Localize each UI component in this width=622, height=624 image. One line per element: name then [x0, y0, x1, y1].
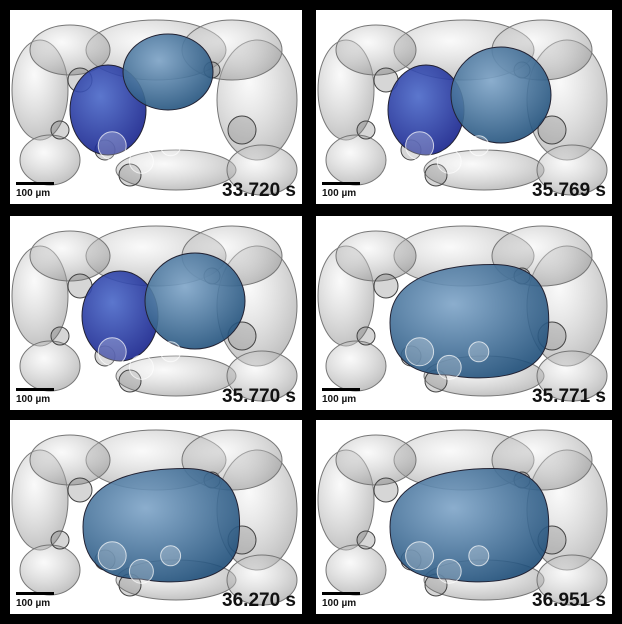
timestamp: 36.270 s	[222, 590, 296, 611]
grain	[536, 144, 608, 196]
panel: 100 µm 35.769 s	[316, 10, 612, 204]
bubble	[97, 337, 127, 367]
droplet	[450, 46, 552, 144]
bubble	[160, 341, 182, 363]
grain	[325, 340, 387, 392]
grain	[226, 554, 298, 606]
scale-label: 100 µm	[322, 188, 356, 199]
grain	[335, 230, 417, 282]
bubble	[97, 541, 127, 571]
bubble	[424, 163, 448, 187]
bubble	[356, 120, 376, 140]
bubble	[67, 477, 93, 503]
grain	[335, 434, 417, 486]
scale-label: 100 µm	[16, 188, 50, 199]
scale-label: 100 µm	[322, 394, 356, 405]
bubble	[50, 120, 70, 140]
bubble	[128, 558, 154, 584]
grain	[29, 434, 111, 486]
bubble	[405, 131, 435, 161]
grain	[226, 350, 298, 402]
grain	[335, 24, 417, 76]
scale-bar	[322, 182, 360, 185]
panel: 100 µm 36.270 s	[10, 420, 302, 614]
bubble	[436, 148, 462, 174]
grain	[19, 134, 81, 186]
bubble	[356, 530, 376, 550]
bubble	[405, 541, 435, 571]
scale-label: 100 µm	[16, 598, 50, 609]
bubble	[227, 115, 257, 145]
bubble	[405, 337, 435, 367]
panel: 100 µm 36.951 s	[316, 420, 612, 614]
grain	[226, 144, 298, 196]
droplet	[82, 467, 241, 583]
scale-bar	[16, 182, 54, 185]
bubble	[97, 131, 127, 161]
panel: 100 µm 33.720 s	[10, 10, 302, 204]
grain	[325, 134, 387, 186]
bubble	[160, 135, 182, 157]
scale-bar	[322, 592, 360, 595]
bubble	[468, 135, 490, 157]
grain	[29, 230, 111, 282]
grain	[536, 350, 608, 402]
timestamp: 33.720 s	[222, 180, 296, 201]
bubble	[128, 354, 154, 380]
grain	[19, 340, 81, 392]
grain	[536, 554, 608, 606]
bubble	[356, 326, 376, 346]
bubble	[50, 530, 70, 550]
scale-bar	[16, 592, 54, 595]
bubble	[50, 326, 70, 346]
scale-label: 100 µm	[16, 394, 50, 405]
scale-label: 100 µm	[322, 598, 356, 609]
droplet	[389, 467, 550, 583]
grain	[19, 544, 81, 596]
bubble	[468, 341, 490, 363]
timestamp: 36.951 s	[532, 590, 606, 611]
grain	[29, 24, 111, 76]
bubble	[468, 545, 490, 567]
panel: 100 µm 35.771 s	[316, 216, 612, 410]
bubble	[128, 148, 154, 174]
grain	[325, 544, 387, 596]
scale-bar	[16, 388, 54, 391]
droplet	[144, 252, 246, 350]
bubble	[373, 477, 399, 503]
panel: 100 µm 35.770 s	[10, 216, 302, 410]
timestamp: 35.769 s	[532, 180, 606, 201]
bubble	[160, 545, 182, 567]
bubble	[373, 273, 399, 299]
scale-bar	[322, 388, 360, 391]
bubble	[436, 558, 462, 584]
bubble	[436, 354, 462, 380]
timestamp: 35.771 s	[532, 386, 606, 407]
droplet	[389, 263, 550, 379]
droplet	[122, 33, 214, 111]
timestamp: 35.770 s	[222, 386, 296, 407]
bubble	[537, 115, 567, 145]
